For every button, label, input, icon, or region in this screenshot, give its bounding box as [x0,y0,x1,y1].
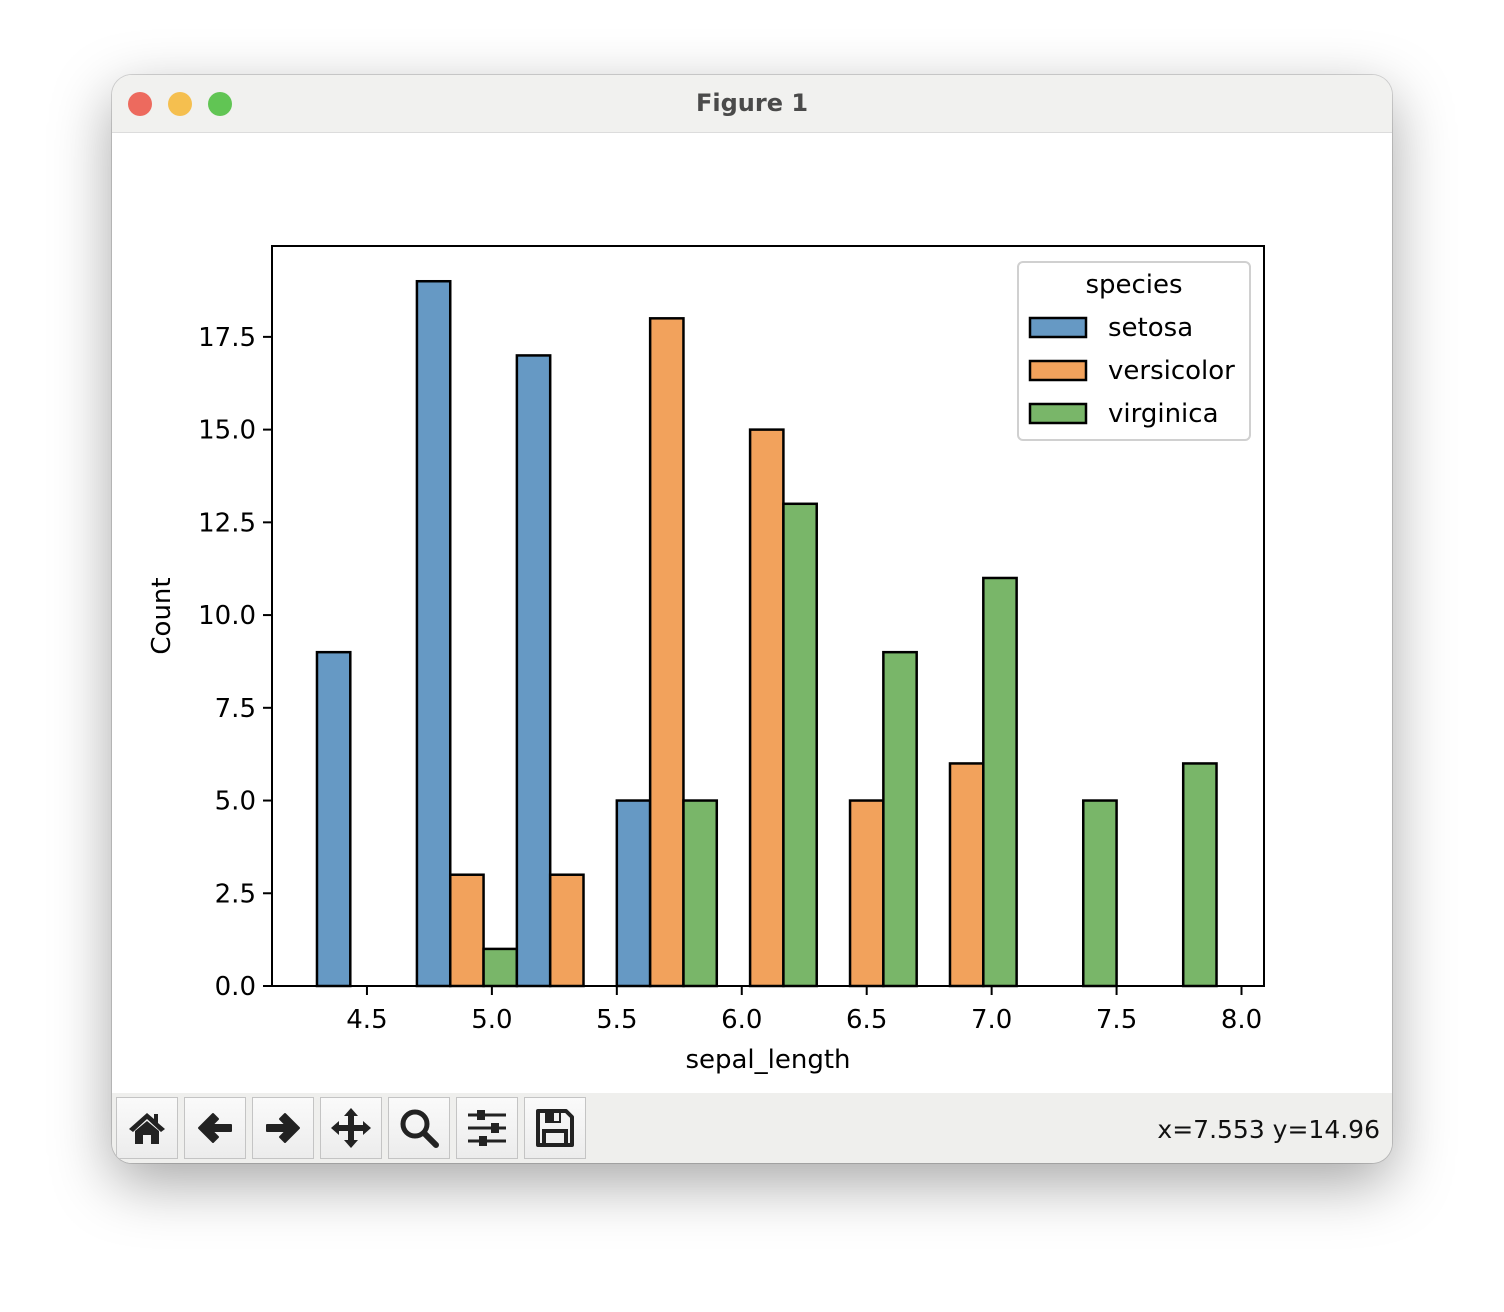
title-bar: Figure 1 [112,75,1392,133]
window-title: Figure 1 [695,89,809,117]
x-tick-label: 6.5 [846,1005,887,1035]
bar-versicolor [748,428,785,988]
y-tick-label: 15.0 [198,416,256,446]
x-tick-label: 6.0 [721,1005,762,1035]
y-tick-label: 7.5 [215,694,256,724]
bar-versicolor [548,873,585,988]
histogram-chart[interactable]: 4.5 5.0 5.5 6.0 6.5 7.0 7.5 8.0 0.0 2.5 5.0 7.5 10.0… [112,133,1392,1093]
x-tick-label: 5.0 [471,1005,512,1035]
legend-label-virginica: virginica [1108,399,1219,429]
configure-subplots-button[interactable] [456,1097,518,1159]
legend-label-versicolor: versicolor [1108,356,1235,386]
arrow-right-icon [266,1113,300,1143]
x-tick-label: 7.5 [1096,1005,1137,1035]
legend-swatch-versicolor [1028,359,1088,382]
x-tick-label: 5.5 [596,1005,637,1035]
legend-swatch-virginica [1028,402,1088,425]
legend-label-setosa: setosa [1108,313,1193,343]
y-tick-label: 2.5 [215,879,256,909]
bar-virginica [482,947,519,988]
pan-button[interactable] [320,1097,382,1159]
legend-title: species [1085,270,1182,300]
forward-button[interactable] [252,1097,314,1159]
x-tick-label: 8.0 [1221,1005,1262,1035]
y-tick-label: 10.0 [198,601,256,631]
y-tick-label: 12.5 [198,508,256,538]
bar-virginica [982,576,1018,988]
bar-virginica [1082,799,1118,988]
sliders-icon [468,1110,506,1146]
magnifier-icon [400,1109,439,1148]
bar-versicolor [648,317,685,988]
bar-versicolor [948,762,985,988]
bar-setosa [515,354,552,988]
figure-window: Figure 1 4.5 5.0 5.5 6.0 6.5 7.0 7.5 8.0 0.0 2.5 5… [112,75,1392,1163]
bar-setosa [315,650,352,988]
bar-virginica [782,502,818,988]
bar-setosa [415,279,452,988]
x-axis-label: sepal_length [685,1045,850,1075]
bar-virginica [1181,762,1218,988]
arrow-left-icon [198,1113,232,1143]
home-icon [129,1113,165,1144]
legend-box [1017,261,1251,441]
y-tick-label: 17.5 [198,323,256,353]
close-button[interactable] [128,92,152,116]
save-button[interactable] [524,1097,586,1159]
floppy-disk-icon [536,1109,574,1147]
back-button[interactable] [184,1097,246,1159]
bar-virginica [882,650,918,988]
cursor-coordinates: x=7.553 y=14.96 [1157,1115,1380,1144]
bar-versicolor [848,799,885,988]
home-button[interactable] [116,1097,178,1159]
toolbar: x=7.553 y=14.96 [112,1093,1392,1163]
bar-virginica [682,799,719,988]
y-axis-label: Count [147,577,177,654]
bar-versicolor [448,873,485,988]
maximize-button[interactable] [208,92,232,116]
zoom-button[interactable] [388,1097,450,1159]
bar-setosa [615,799,652,988]
move-icon [331,1108,371,1148]
legend-swatch-setosa [1028,316,1088,339]
y-tick-label: 0.0 [215,972,256,1002]
minimize-button[interactable] [168,92,192,116]
x-tick-label: 4.5 [346,1005,387,1035]
x-tick-label: 7.0 [971,1005,1012,1035]
y-tick-label: 5.0 [215,787,256,817]
